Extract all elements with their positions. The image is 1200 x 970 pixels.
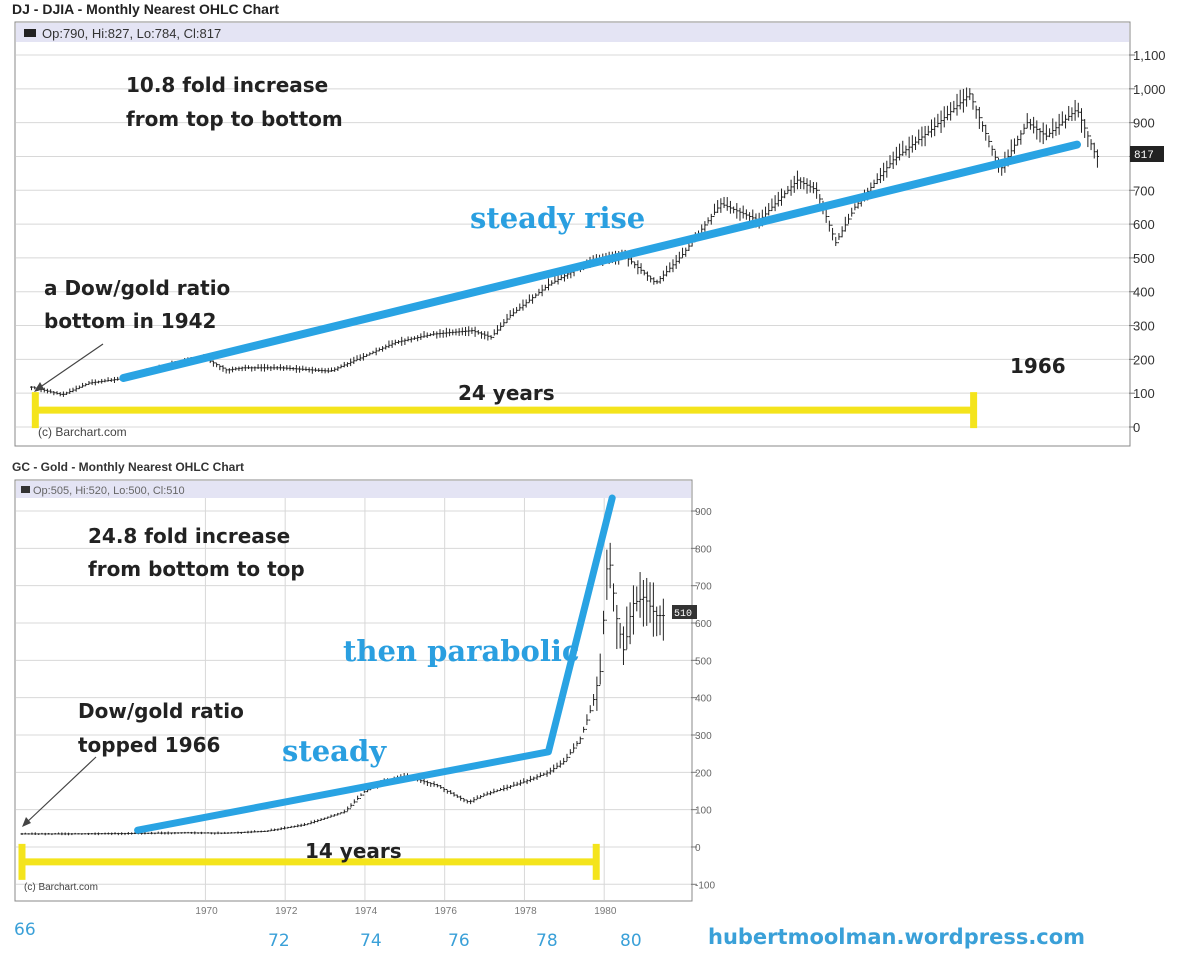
gold-span-bar — [18, 843, 600, 880]
djia-copyright: (c) Barchart.com — [38, 425, 127, 439]
y-tick-label: 500 — [695, 656, 712, 667]
y-tick-label: 600 — [1133, 217, 1155, 232]
y-tick-label: 100 — [1133, 386, 1155, 401]
djia-ratio-pointer-line — [35, 343, 104, 391]
y-tick-label: 300 — [695, 731, 712, 742]
djia-ratio-pointer-arrowhead — [34, 382, 44, 392]
djia-trend-line — [119, 140, 1081, 382]
y-tick-label: 900 — [1133, 116, 1155, 131]
gold-ratio-line1: Dow/gold ratio — [78, 699, 244, 723]
djia-last-value-label: 817 — [1134, 150, 1154, 162]
y-tick-label: 0 — [695, 843, 701, 854]
trend-line — [119, 140, 1081, 382]
gold-trend-label-steady: steady — [282, 734, 387, 768]
x-tick-label: 1976 — [435, 906, 458, 917]
y-tick-label: 300 — [1133, 319, 1155, 334]
djia-header-marker-icon — [24, 29, 36, 37]
gold-ratio-line2: topped 1966 — [78, 733, 220, 757]
y-tick-label: 100 — [695, 806, 712, 817]
gold-trend-label-parabolic: then parabolic — [343, 634, 580, 668]
djia-end-year: 1966 — [1010, 354, 1066, 378]
djia-last-value-box — [1130, 146, 1164, 162]
gold-fold-line1: 24.8 fold increase — [88, 524, 290, 548]
gold-x-axis: 1970 1972 1974 1976 1978 1980 — [195, 906, 616, 917]
djia-ratio-line1: a Dow/gold ratio — [44, 276, 230, 300]
gold-span-label: 14 years — [305, 839, 402, 863]
djia-chart: DJ - DJIA - Monthly Nearest OHLC Chart O… — [12, 1, 1166, 447]
djia-grid — [16, 54, 1129, 428]
gold-grid — [16, 498, 691, 900]
y-tick-label: 1,100 — [1133, 48, 1166, 63]
gold-trend-line — [134, 494, 616, 834]
gold-header-values: Op:505, Hi:520, Lo:500, Cl:510 — [33, 485, 185, 497]
y-tick-label: 200 — [695, 768, 712, 779]
djia-fold-line1: 10.8 fold increase — [126, 73, 328, 97]
bottom-year-78: 78 — [536, 931, 558, 951]
y-tick-label: 500 — [1133, 251, 1155, 266]
bottom-year-76: 76 — [448, 931, 470, 951]
y-tick-label: 700 — [695, 582, 712, 593]
djia-span-label: 24 years — [458, 381, 555, 405]
x-tick-label: 1980 — [594, 906, 617, 917]
gold-last-value-box — [672, 605, 697, 619]
y-tick-label: 800 — [695, 544, 712, 555]
gold-y-axis: 900 800 700 600 500 400 300 200 100 0 -100 — [691, 507, 715, 891]
bottom-year-80: 80 — [620, 931, 642, 951]
bottom-year-72: 72 — [268, 931, 290, 951]
y-tick-label: 700 — [1133, 183, 1155, 198]
gold-ratio-pointer-line — [24, 756, 97, 825]
djia-span-bar — [31, 392, 978, 429]
y-tick-label: 400 — [695, 694, 712, 705]
trend-line — [134, 494, 616, 834]
gold-last-value-label: 510 — [674, 609, 692, 620]
bottom-year-74: 74 — [360, 931, 382, 951]
gold-chart-title: GC - Gold - Monthly Nearest OHLC Chart — [12, 460, 244, 474]
gold-header-band — [16, 481, 691, 498]
y-tick-label: 200 — [1133, 352, 1155, 367]
x-tick-label: 1970 — [195, 906, 218, 917]
djia-header-band — [16, 23, 1129, 42]
y-tick-label: 600 — [695, 619, 712, 630]
gold-fold-line2: from bottom to top — [88, 557, 305, 581]
gold-plot-frame — [14, 479, 693, 902]
y-tick-label: 0 — [1133, 420, 1140, 435]
djia-trend-label: steady rise — [470, 201, 645, 235]
watermark: hubertmoolman.wordpress.com — [708, 925, 1085, 949]
gold-header-marker-icon — [21, 486, 30, 493]
djia-plot-frame — [14, 21, 1131, 447]
djia-chart-title: DJ - DJIA - Monthly Nearest OHLC Chart — [12, 1, 279, 17]
y-tick-label: 1,000 — [1133, 82, 1166, 97]
y-tick-label: 900 — [695, 507, 712, 518]
x-tick-label: 1978 — [514, 906, 537, 917]
y-tick-label: 400 — [1133, 285, 1155, 300]
x-tick-label: 1972 — [275, 906, 298, 917]
djia-fold-line2: from top to bottom — [126, 107, 343, 131]
bottom-year-66: 66 — [14, 920, 36, 940]
gold-chart: GC - Gold - Monthly Nearest OHLC Chart O… — [12, 460, 715, 917]
djia-header-values: Op:790, Hi:827, Lo:784, Cl:817 — [42, 26, 221, 41]
gold-copyright: (c) Barchart.com — [24, 882, 98, 893]
gold-price-series — [20, 542, 665, 836]
y-tick-label: -100 — [695, 880, 715, 891]
gold-ratio-pointer-arrowhead — [22, 817, 31, 827]
djia-ratio-line2: bottom in 1942 — [44, 309, 216, 333]
x-tick-label: 1974 — [355, 906, 378, 917]
